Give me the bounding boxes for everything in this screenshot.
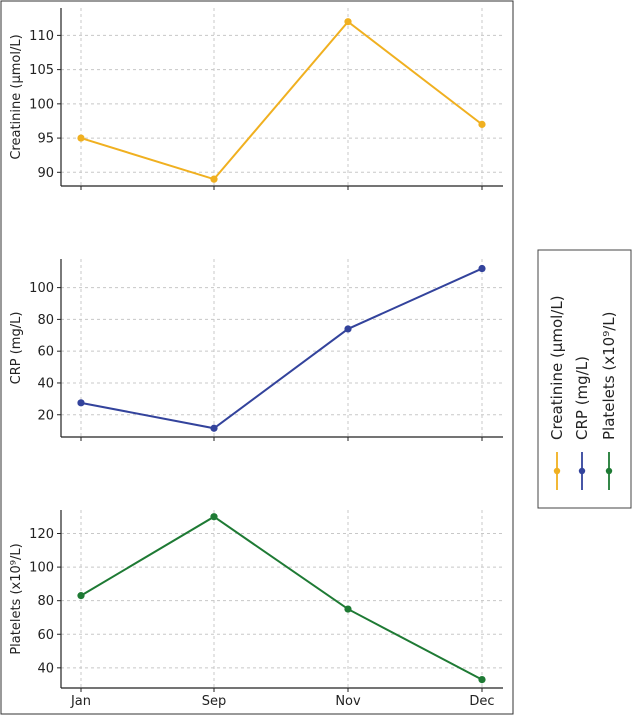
data-point-crp-sep (210, 424, 218, 432)
data-point-platelets-sep (210, 513, 218, 521)
legend-label-creatinine: Creatinine (μmol/L) (548, 295, 566, 440)
legend: Creatinine (μmol/L) CRP (mg/L) Platelets (… (537, 249, 632, 509)
data-point-crp-dec (478, 264, 486, 273)
data-point-creatinine-sep (210, 175, 218, 183)
y-tick-label: 80 (37, 594, 54, 609)
data-point-platelets-nov (344, 605, 352, 613)
y-tick-label: 100 (29, 561, 54, 576)
y-tick-label: 100 (29, 97, 54, 112)
x-tick-label: Nov (335, 694, 361, 709)
data-point-crp-nov (344, 325, 352, 333)
series-line-crp (80, 267, 483, 430)
legend-marker-creatinine (553, 467, 561, 475)
legend-label-crp: CRP (mg/L) (573, 356, 591, 440)
data-point-creatinine-dec (478, 120, 486, 128)
legend-item-platelets: Platelets (x10⁹/L) (600, 312, 618, 490)
y-tick-label: 60 (37, 345, 54, 360)
chart-panels: 90 95 100 105 110 Creatinine (μmol/L) 20 40 60 80… (9, 8, 503, 709)
y-axis-title: Platelets (x10⁹/L) (9, 543, 24, 654)
legend-item-crp: CRP (mg/L) (573, 356, 591, 490)
data-point-creatinine-jan (77, 134, 85, 142)
series-line-creatinine (80, 20, 483, 181)
y-tick-label: 100 (29, 281, 54, 296)
x-tick-label: Sep (202, 694, 227, 709)
data-point-platelets-jan (77, 592, 85, 600)
panel-creatinine: 90 95 100 105 110 Creatinine (μmol/L) (9, 8, 503, 190)
y-tick-label: 90 (37, 166, 54, 181)
y-tick-label: 120 (29, 527, 54, 542)
x-tick-label: Jan (70, 694, 91, 709)
data-point-platelets-dec (478, 676, 486, 684)
legend-box (537, 249, 632, 509)
panel-platelets: 40 60 80 100 120 Platelets (x10⁹/L) Jan Sep Nov D… (9, 510, 503, 709)
data-point-crp-jan (77, 399, 85, 407)
y-tick-label: 80 (37, 313, 54, 328)
y-tick-label: 20 (37, 408, 54, 423)
y-tick-label: 110 (29, 29, 54, 44)
y-axis-title: CRP (mg/L) (9, 312, 24, 385)
y-axis-title: Creatinine (μmol/L) (9, 34, 24, 159)
figure-border (0, 0, 514, 715)
y-tick-label: 60 (37, 628, 54, 643)
panel-crp: 20 40 60 80 100 CRP (mg/L) (9, 259, 503, 441)
y-tick-label: 40 (37, 661, 54, 676)
legend-item-creatinine: Creatinine (μmol/L) (548, 295, 566, 490)
y-tick-label: 105 (29, 63, 54, 78)
data-point-creatinine-nov (344, 18, 352, 26)
legend-marker-crp (578, 467, 586, 475)
legend-label-platelets: Platelets (x10⁹/L) (600, 312, 618, 440)
series-line-platelets (80, 515, 483, 681)
legend-marker-platelets (605, 467, 613, 475)
x-tick-label: Dec (469, 694, 494, 709)
y-tick-label: 40 (37, 376, 54, 391)
y-tick-label: 95 (37, 132, 54, 147)
